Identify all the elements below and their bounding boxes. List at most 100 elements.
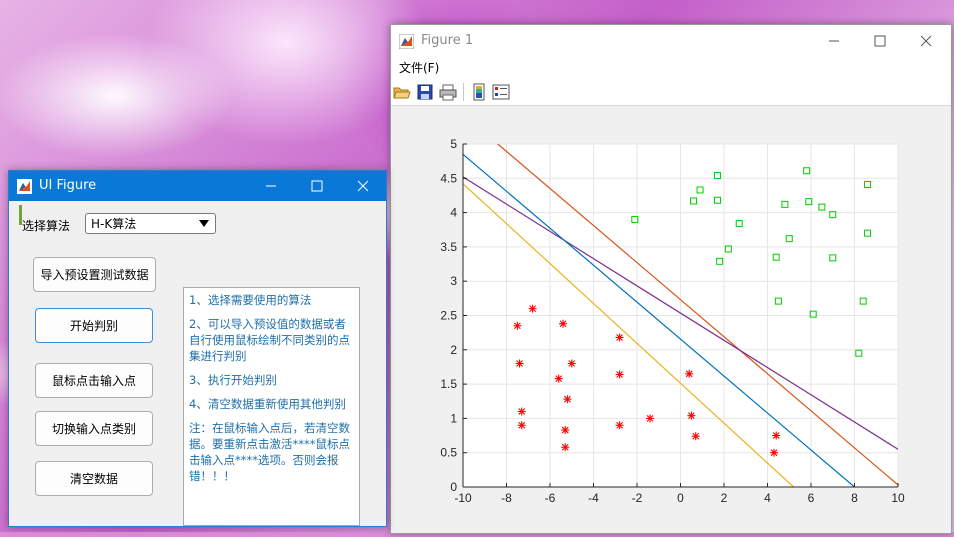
- switch-class-button[interactable]: 切换输入点类别: [35, 411, 153, 446]
- class1-point: [567, 359, 576, 368]
- class1-point: [513, 321, 522, 330]
- clear-data-button[interactable]: 清空数据: [35, 461, 153, 496]
- class1-point: [517, 421, 526, 430]
- class2-point: [781, 200, 789, 208]
- dropdown-value: H-K算法: [91, 217, 137, 231]
- minimize-icon: [829, 40, 839, 42]
- menu-file[interactable]: 文件(F): [399, 61, 440, 75]
- close-icon: [357, 180, 369, 192]
- ui-figure-window: UI Figure 选择算法 H-K算法 导入预设置测试数据 开始判别 鼠标点击…: [8, 170, 387, 527]
- scatter-chart[interactable]: -10 -8 -6 -4 -2 0 2 4 6 8 10 0 0.5 1 1.5 2 2.5 3 3.5 4 4.5 5: [391, 107, 951, 533]
- asterisk-stroke: [646, 415, 654, 422]
- class2-point: [774, 297, 782, 305]
- x-tick-label: -8: [501, 491, 512, 505]
- ui-content: 选择算法 H-K算法 导入预设置测试数据 开始判别 鼠标点击输入点 切换输入点类…: [9, 201, 386, 526]
- class2-point: [785, 235, 793, 243]
- ui-minimize-button[interactable]: [248, 171, 294, 201]
- colorbar-icon[interactable]: [470, 83, 488, 101]
- instruction-note: 注：在鼠标输入点后，若清空数据。要重新点击激活****鼠标点击输入点****选项…: [189, 421, 350, 483]
- class1-point: [559, 319, 568, 328]
- x-tick-label: 6: [808, 491, 815, 505]
- asterisk-stroke: [513, 322, 521, 330]
- asterisk-stroke: [616, 371, 623, 378]
- class2-point: [713, 196, 721, 204]
- x-tick-label: 4: [764, 491, 771, 505]
- maximize-icon: [874, 35, 886, 47]
- class2-point: [805, 198, 813, 206]
- legend-icon[interactable]: [492, 83, 510, 101]
- asterisk-stroke: [772, 432, 780, 439]
- close-button[interactable]: [903, 25, 949, 57]
- decision-line-2: [463, 153, 855, 487]
- ui-close-button[interactable]: [340, 171, 386, 201]
- toolbar-separator: [463, 83, 464, 101]
- ui-title: UI Figure: [39, 178, 97, 193]
- asterisk-stroke: [555, 375, 563, 383]
- class2-point: [724, 245, 732, 253]
- asterisk-stroke: [516, 360, 523, 367]
- class1-point: [772, 431, 781, 440]
- asterisk-stroke: [518, 421, 526, 429]
- open-folder-icon[interactable]: [393, 83, 411, 101]
- class2-point: [803, 167, 811, 175]
- x-tick-label: 2: [721, 491, 728, 505]
- class1-point: [563, 395, 572, 404]
- print-icon[interactable]: [439, 83, 457, 101]
- asterisk-stroke: [561, 426, 569, 434]
- class2-point: [735, 220, 743, 228]
- figure-toolbar: [391, 79, 951, 106]
- class1-point: [528, 304, 537, 313]
- ui-titlebar[interactable]: UI Figure: [9, 171, 386, 201]
- decision-line-0: [497, 144, 898, 486]
- class1-point: [517, 407, 526, 416]
- asterisk-stroke: [529, 305, 536, 313]
- figure-window: Figure 1 文件(F): [390, 24, 952, 534]
- asterisk-stroke: [616, 334, 623, 341]
- class2-point: [859, 297, 867, 305]
- save-icon[interactable]: [416, 83, 434, 101]
- class1-point: [561, 426, 570, 435]
- instruction-line: 2、可以导入预设值的数据或者自行使用鼠标绘制不同类别的点集进行判别: [189, 317, 350, 363]
- matlab-icon: [17, 179, 32, 194]
- class2-point: [818, 203, 826, 211]
- start-classify-button[interactable]: 开始判别: [35, 308, 153, 343]
- x-tick-label: -6: [545, 491, 556, 505]
- class1-point: [561, 443, 570, 452]
- instructions-textarea[interactable]: 1、选择需要使用的算法 2、可以导入预设值的数据或者自行使用鼠标绘制不同类别的点…: [183, 287, 360, 526]
- load-test-data-button[interactable]: 导入预设置测试数据: [33, 257, 156, 292]
- y-tick-label: 3: [450, 274, 457, 288]
- class1-point: [515, 359, 524, 368]
- class1-point: [770, 448, 779, 457]
- y-tick-label: 2: [450, 343, 457, 357]
- asterisk-stroke: [687, 412, 695, 420]
- y-tick-label: 0.5: [440, 446, 457, 460]
- class2-point: [855, 349, 863, 357]
- decision-line-3: [463, 183, 795, 487]
- asterisk-stroke: [561, 443, 569, 451]
- class2-point: [631, 215, 639, 223]
- plot-area: -10 -8 -6 -4 -2 0 2 4 6 8 10 0 0.5 1 1.5 2 2.5 3 3.5 4 4.5 5: [391, 107, 951, 533]
- class1-point: [615, 421, 624, 430]
- focus-indicator: [19, 205, 22, 225]
- class1-point: [615, 370, 624, 379]
- class1-point: [646, 414, 655, 423]
- select-algorithm-label: 选择算法: [22, 219, 71, 233]
- x-tick-label: 0: [677, 491, 684, 505]
- class2-point: [713, 172, 721, 180]
- class1-point: [691, 432, 700, 441]
- y-tick-label: 2.5: [440, 309, 457, 323]
- minimize-button[interactable]: [811, 25, 857, 57]
- ui-maximize-button[interactable]: [294, 171, 340, 201]
- instruction-line: 4、清空数据重新使用其他判别: [189, 397, 346, 411]
- y-tick-label: 1.5: [440, 377, 457, 391]
- class2-point: [864, 180, 872, 188]
- class1-point: [615, 333, 624, 342]
- minimize-icon: [266, 185, 276, 187]
- mouse-input-button[interactable]: 鼠标点击输入点: [35, 363, 153, 398]
- maximize-button[interactable]: [857, 25, 903, 57]
- class2-point: [772, 253, 780, 261]
- decision-line-1: [463, 176, 898, 450]
- algorithm-dropdown[interactable]: H-K算法: [85, 213, 216, 234]
- y-tick-label: 4.5: [440, 171, 457, 185]
- figure-titlebar[interactable]: Figure 1: [391, 25, 951, 57]
